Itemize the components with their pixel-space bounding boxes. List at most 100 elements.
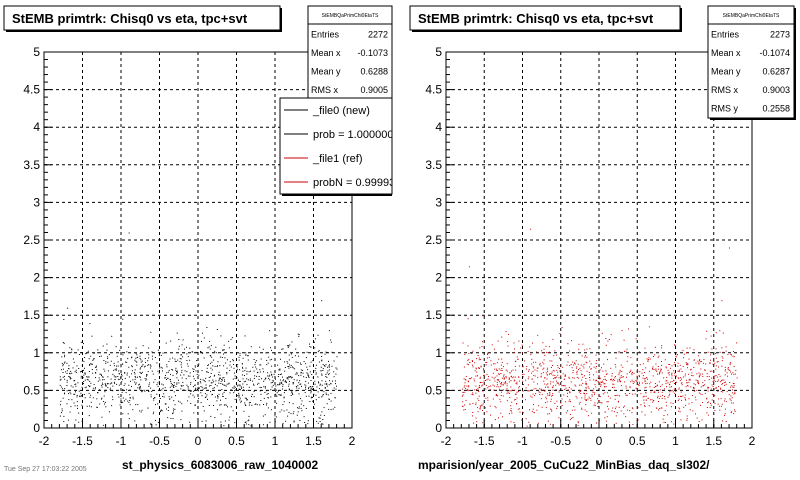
- scatter-point: [148, 390, 150, 392]
- scatter-point: [645, 395, 647, 397]
- scatter-point: [725, 383, 727, 385]
- scatter-point: [219, 377, 221, 379]
- scatter-point: [724, 369, 726, 371]
- scatter-point: [236, 368, 238, 370]
- scatter-point: [89, 396, 91, 398]
- scatter-point: [207, 398, 208, 400]
- scatter-point: [265, 390, 267, 392]
- scatter-point: [595, 386, 597, 388]
- scatter-point: [730, 399, 732, 401]
- scatter-point: [288, 402, 290, 404]
- scatter-point: [214, 350, 216, 352]
- scatter-point: [717, 380, 719, 382]
- scatter-point: [474, 362, 476, 364]
- scatter-point: [161, 383, 163, 385]
- scatter-point: [183, 389, 185, 391]
- scatter-point: [561, 381, 563, 382]
- scatter-point: [109, 364, 111, 366]
- scatter-point: [308, 375, 310, 377]
- x-tick-label: 1: [272, 434, 279, 448]
- scatter-point: [471, 377, 473, 379]
- scatter-point: [676, 375, 677, 377]
- scatter-point: [84, 372, 86, 374]
- scatter-point: [674, 372, 676, 374]
- scatter-point: [182, 385, 184, 387]
- panel-title-left: StEMB primtrk: Chisq0 vs eta, tpc+svt: [12, 11, 248, 26]
- scatter-point: [224, 404, 226, 406]
- scatter-point: [66, 370, 68, 372]
- scatter-point: [655, 369, 657, 371]
- scatter-point: [646, 377, 648, 378]
- scatter-point: [239, 397, 241, 399]
- scatter-point: [483, 369, 485, 371]
- scatter-point: [239, 381, 241, 382]
- scatter-point: [632, 383, 634, 384]
- scatter-point: [241, 400, 242, 402]
- scatter-point: [245, 380, 247, 382]
- scatter-point: [618, 351, 620, 353]
- scatter-point: [685, 399, 687, 401]
- scatter-point: [678, 407, 680, 409]
- scatter-point: [285, 381, 287, 383]
- scatter-point: [493, 385, 495, 387]
- scatter-point: [680, 395, 682, 397]
- scatter-point: [135, 360, 137, 362]
- scatter-point: [558, 417, 560, 419]
- scatter-point: [732, 402, 734, 404]
- scatter-point: [730, 395, 732, 397]
- scatter-point: [269, 379, 271, 381]
- scatter-point: [210, 382, 212, 384]
- scatter-point: [597, 377, 599, 379]
- scatter-point: [136, 364, 138, 366]
- scatter-point: [679, 364, 681, 366]
- scatter-point: [477, 398, 479, 400]
- scatter-point: [270, 382, 272, 384]
- scatter-point: [535, 388, 537, 390]
- scatter-point: [223, 377, 225, 379]
- scatter-point: [522, 376, 524, 378]
- scatter-point: [322, 368, 324, 370]
- scatter-point: [520, 347, 522, 349]
- scatter-point: [487, 378, 489, 380]
- scatter-point: [282, 380, 284, 382]
- scatter-point: [580, 373, 582, 375]
- scatter-point: [698, 382, 699, 384]
- scatter-point: [179, 401, 181, 403]
- scatter-point: [186, 360, 188, 361]
- scatter-point: [497, 379, 499, 380]
- scatter-point: [711, 393, 713, 395]
- scatter-point: [699, 359, 700, 361]
- scatter-point: [585, 361, 587, 363]
- scatter-point: [479, 347, 481, 349]
- panel-left: -2 -1.5 -1 -0.5 0 0.5 1 1.5 200.511.522.533.544.…: [3, 5, 393, 472]
- scatter-point: [637, 407, 639, 409]
- scatter-point: [556, 380, 557, 382]
- scatter-point: [88, 392, 90, 394]
- scatter-point: [714, 387, 716, 389]
- x-tick-label: -1: [116, 434, 127, 448]
- scatter-point: [644, 380, 646, 382]
- scatter-point: [305, 388, 307, 390]
- scatter-point: [259, 386, 261, 388]
- scatter-point: [614, 398, 616, 400]
- scatter-point: [497, 395, 499, 397]
- scatter-point: [720, 388, 722, 390]
- scatter-point: [162, 396, 164, 397]
- scatter-point: [112, 399, 114, 401]
- scatter-point: [541, 394, 543, 396]
- scatter-point: [518, 365, 520, 367]
- scatter-point: [724, 374, 726, 376]
- y-tick-label: 3: [435, 195, 442, 209]
- scatter-point: [195, 380, 196, 381]
- scatter-point: [722, 351, 724, 353]
- scatter-point: [721, 379, 723, 381]
- scatter-point: [318, 382, 320, 384]
- scatter-point: [330, 341, 332, 343]
- scatter-point: [262, 424, 264, 426]
- scatter-point: [702, 362, 704, 364]
- scatter-point: [509, 397, 511, 399]
- scatter-point: [496, 384, 498, 386]
- scatter-point: [485, 364, 487, 366]
- scatter-point: [579, 401, 581, 403]
